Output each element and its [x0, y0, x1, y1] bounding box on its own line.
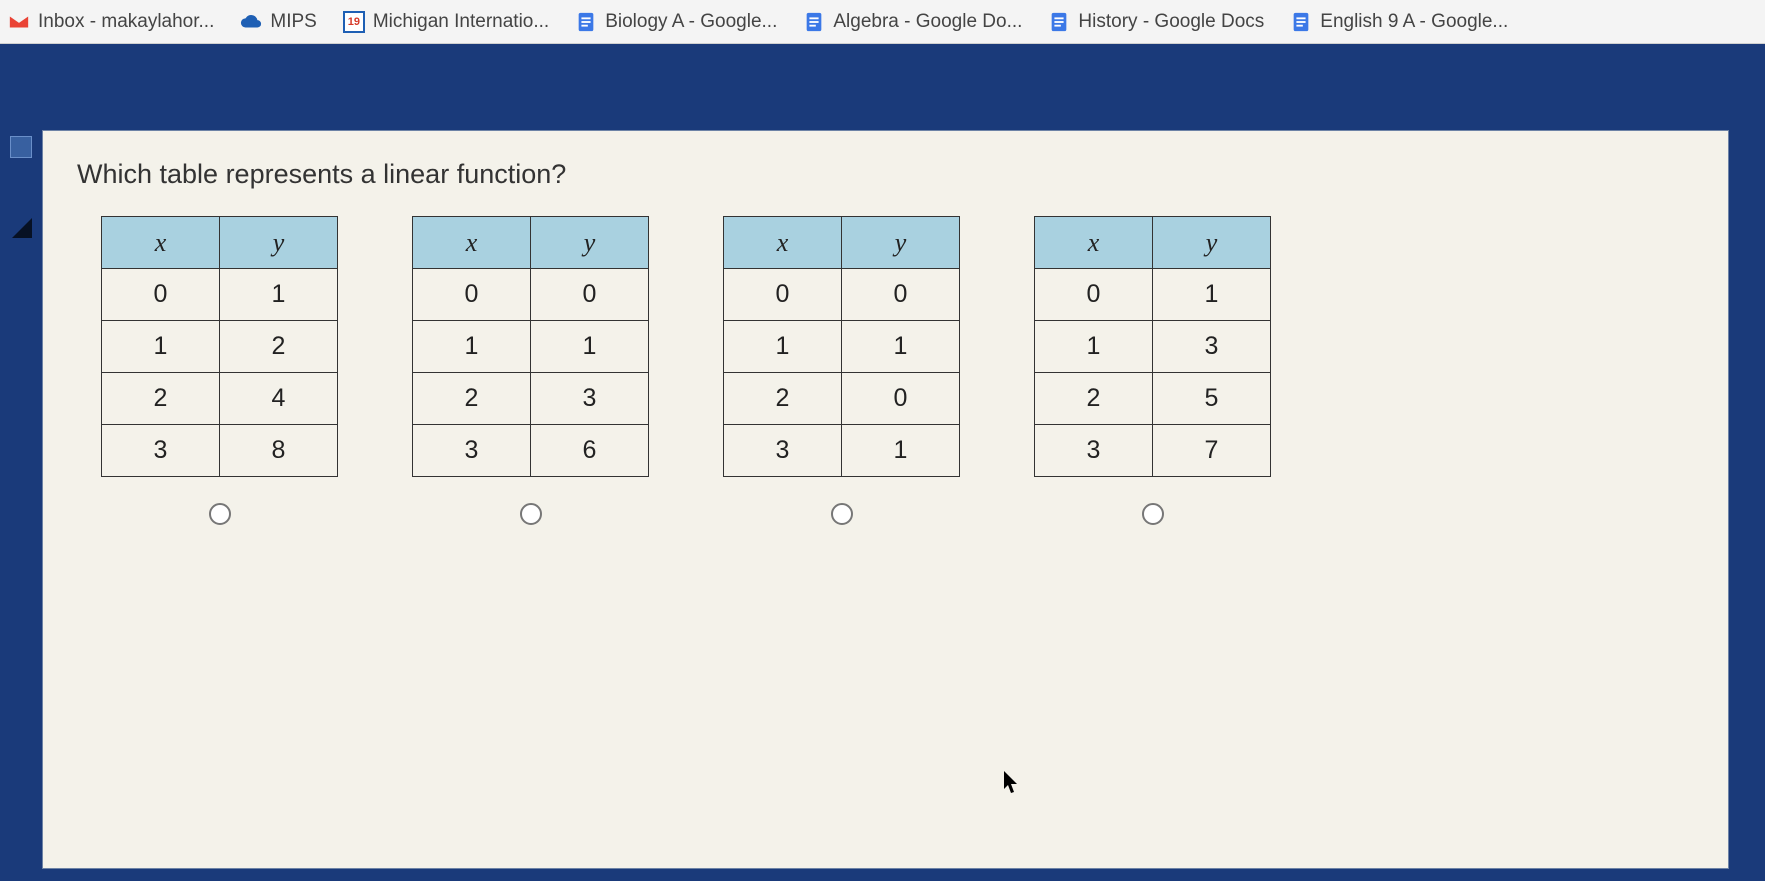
col-header: y — [842, 217, 960, 269]
cell: 1 — [102, 321, 220, 373]
cell: 2 — [724, 373, 842, 425]
col-header: x — [1035, 217, 1153, 269]
left-gutter — [0, 130, 42, 881]
work-area: Which table represents a linear function… — [0, 130, 1765, 881]
option-4: x y 01 13 25 37 — [1034, 216, 1271, 525]
question-text: Which table represents a linear function… — [77, 159, 1694, 190]
col-header: x — [102, 217, 220, 269]
app-header-band — [0, 44, 1765, 130]
gmail-icon — [8, 11, 30, 33]
cell: 1 — [842, 321, 960, 373]
cell: 1 — [842, 425, 960, 477]
col-header: y — [1153, 217, 1271, 269]
cell: 7 — [1153, 425, 1271, 477]
option-3-radio[interactable] — [831, 503, 853, 525]
cloud-icon — [240, 11, 262, 33]
cell: 1 — [1035, 321, 1153, 373]
bookmark-history[interactable]: History - Google Docs — [1048, 11, 1264, 33]
cell: 2 — [102, 373, 220, 425]
table-3: x y 00 11 20 31 — [723, 216, 960, 477]
cell: 3 — [1153, 321, 1271, 373]
bookmark-label: MIPS — [270, 11, 316, 33]
bookmark-english[interactable]: English 9 A - Google... — [1290, 11, 1508, 33]
cell: 2 — [220, 321, 338, 373]
option-2-radio[interactable] — [520, 503, 542, 525]
option-4-radio[interactable] — [1142, 503, 1164, 525]
cell: 1 — [1153, 269, 1271, 321]
cell: 3 — [102, 425, 220, 477]
bookmark-label: English 9 A - Google... — [1320, 11, 1508, 33]
cell: 1 — [220, 269, 338, 321]
grid-icon[interactable] — [10, 136, 32, 158]
table-1: x y 01 12 24 38 — [101, 216, 338, 477]
bookmark-bar: Inbox - makaylahor... MIPS 19 Michigan I… — [0, 0, 1765, 44]
badge-19-icon: 19 — [343, 11, 365, 33]
cell: 6 — [531, 425, 649, 477]
cell: 0 — [413, 269, 531, 321]
option-1: x y 01 12 24 38 — [101, 216, 338, 525]
cell: 8 — [220, 425, 338, 477]
options-row: x y 01 12 24 38 x y — [77, 216, 1694, 525]
bookmark-label: Inbox - makaylahor... — [38, 11, 214, 33]
cell: 0 — [531, 269, 649, 321]
cell: 5 — [1153, 373, 1271, 425]
col-header: x — [413, 217, 531, 269]
bookmark-inbox[interactable]: Inbox - makaylahor... — [8, 11, 214, 33]
cell: 0 — [102, 269, 220, 321]
cell: 3 — [1035, 425, 1153, 477]
cell: 3 — [724, 425, 842, 477]
bookmark-label: History - Google Docs — [1078, 11, 1264, 33]
cell: 2 — [1035, 373, 1153, 425]
expand-corner-icon[interactable] — [10, 216, 32, 238]
cell: 0 — [842, 269, 960, 321]
bookmark-label: Algebra - Google Do... — [833, 11, 1022, 33]
bookmark-label: Biology A - Google... — [605, 11, 777, 33]
option-3: x y 00 11 20 31 — [723, 216, 960, 525]
bookmark-biology[interactable]: Biology A - Google... — [575, 11, 777, 33]
cell: 1 — [724, 321, 842, 373]
option-2: x y 00 11 23 36 — [412, 216, 649, 525]
table-4: x y 01 13 25 37 — [1034, 216, 1271, 477]
cell: 4 — [220, 373, 338, 425]
table-2: x y 00 11 23 36 — [412, 216, 649, 477]
bookmark-mips[interactable]: MIPS — [240, 11, 316, 33]
cell: 3 — [531, 373, 649, 425]
question-card: Which table represents a linear function… — [42, 130, 1729, 869]
cell: 0 — [724, 269, 842, 321]
cell: 2 — [413, 373, 531, 425]
bookmark-michigan[interactable]: 19 Michigan Internatio... — [343, 11, 549, 33]
col-header: y — [220, 217, 338, 269]
col-header: y — [531, 217, 649, 269]
docs-icon — [1290, 11, 1312, 33]
cell: 3 — [413, 425, 531, 477]
cell: 0 — [842, 373, 960, 425]
mouse-cursor-icon — [1003, 771, 1021, 795]
docs-icon — [1048, 11, 1070, 33]
cell: 1 — [531, 321, 649, 373]
option-1-radio[interactable] — [209, 503, 231, 525]
bookmark-label: Michigan Internatio... — [373, 11, 549, 33]
bookmark-algebra[interactable]: Algebra - Google Do... — [803, 11, 1022, 33]
cell: 0 — [1035, 269, 1153, 321]
col-header: x — [724, 217, 842, 269]
docs-icon — [803, 11, 825, 33]
cell: 1 — [413, 321, 531, 373]
docs-icon — [575, 11, 597, 33]
